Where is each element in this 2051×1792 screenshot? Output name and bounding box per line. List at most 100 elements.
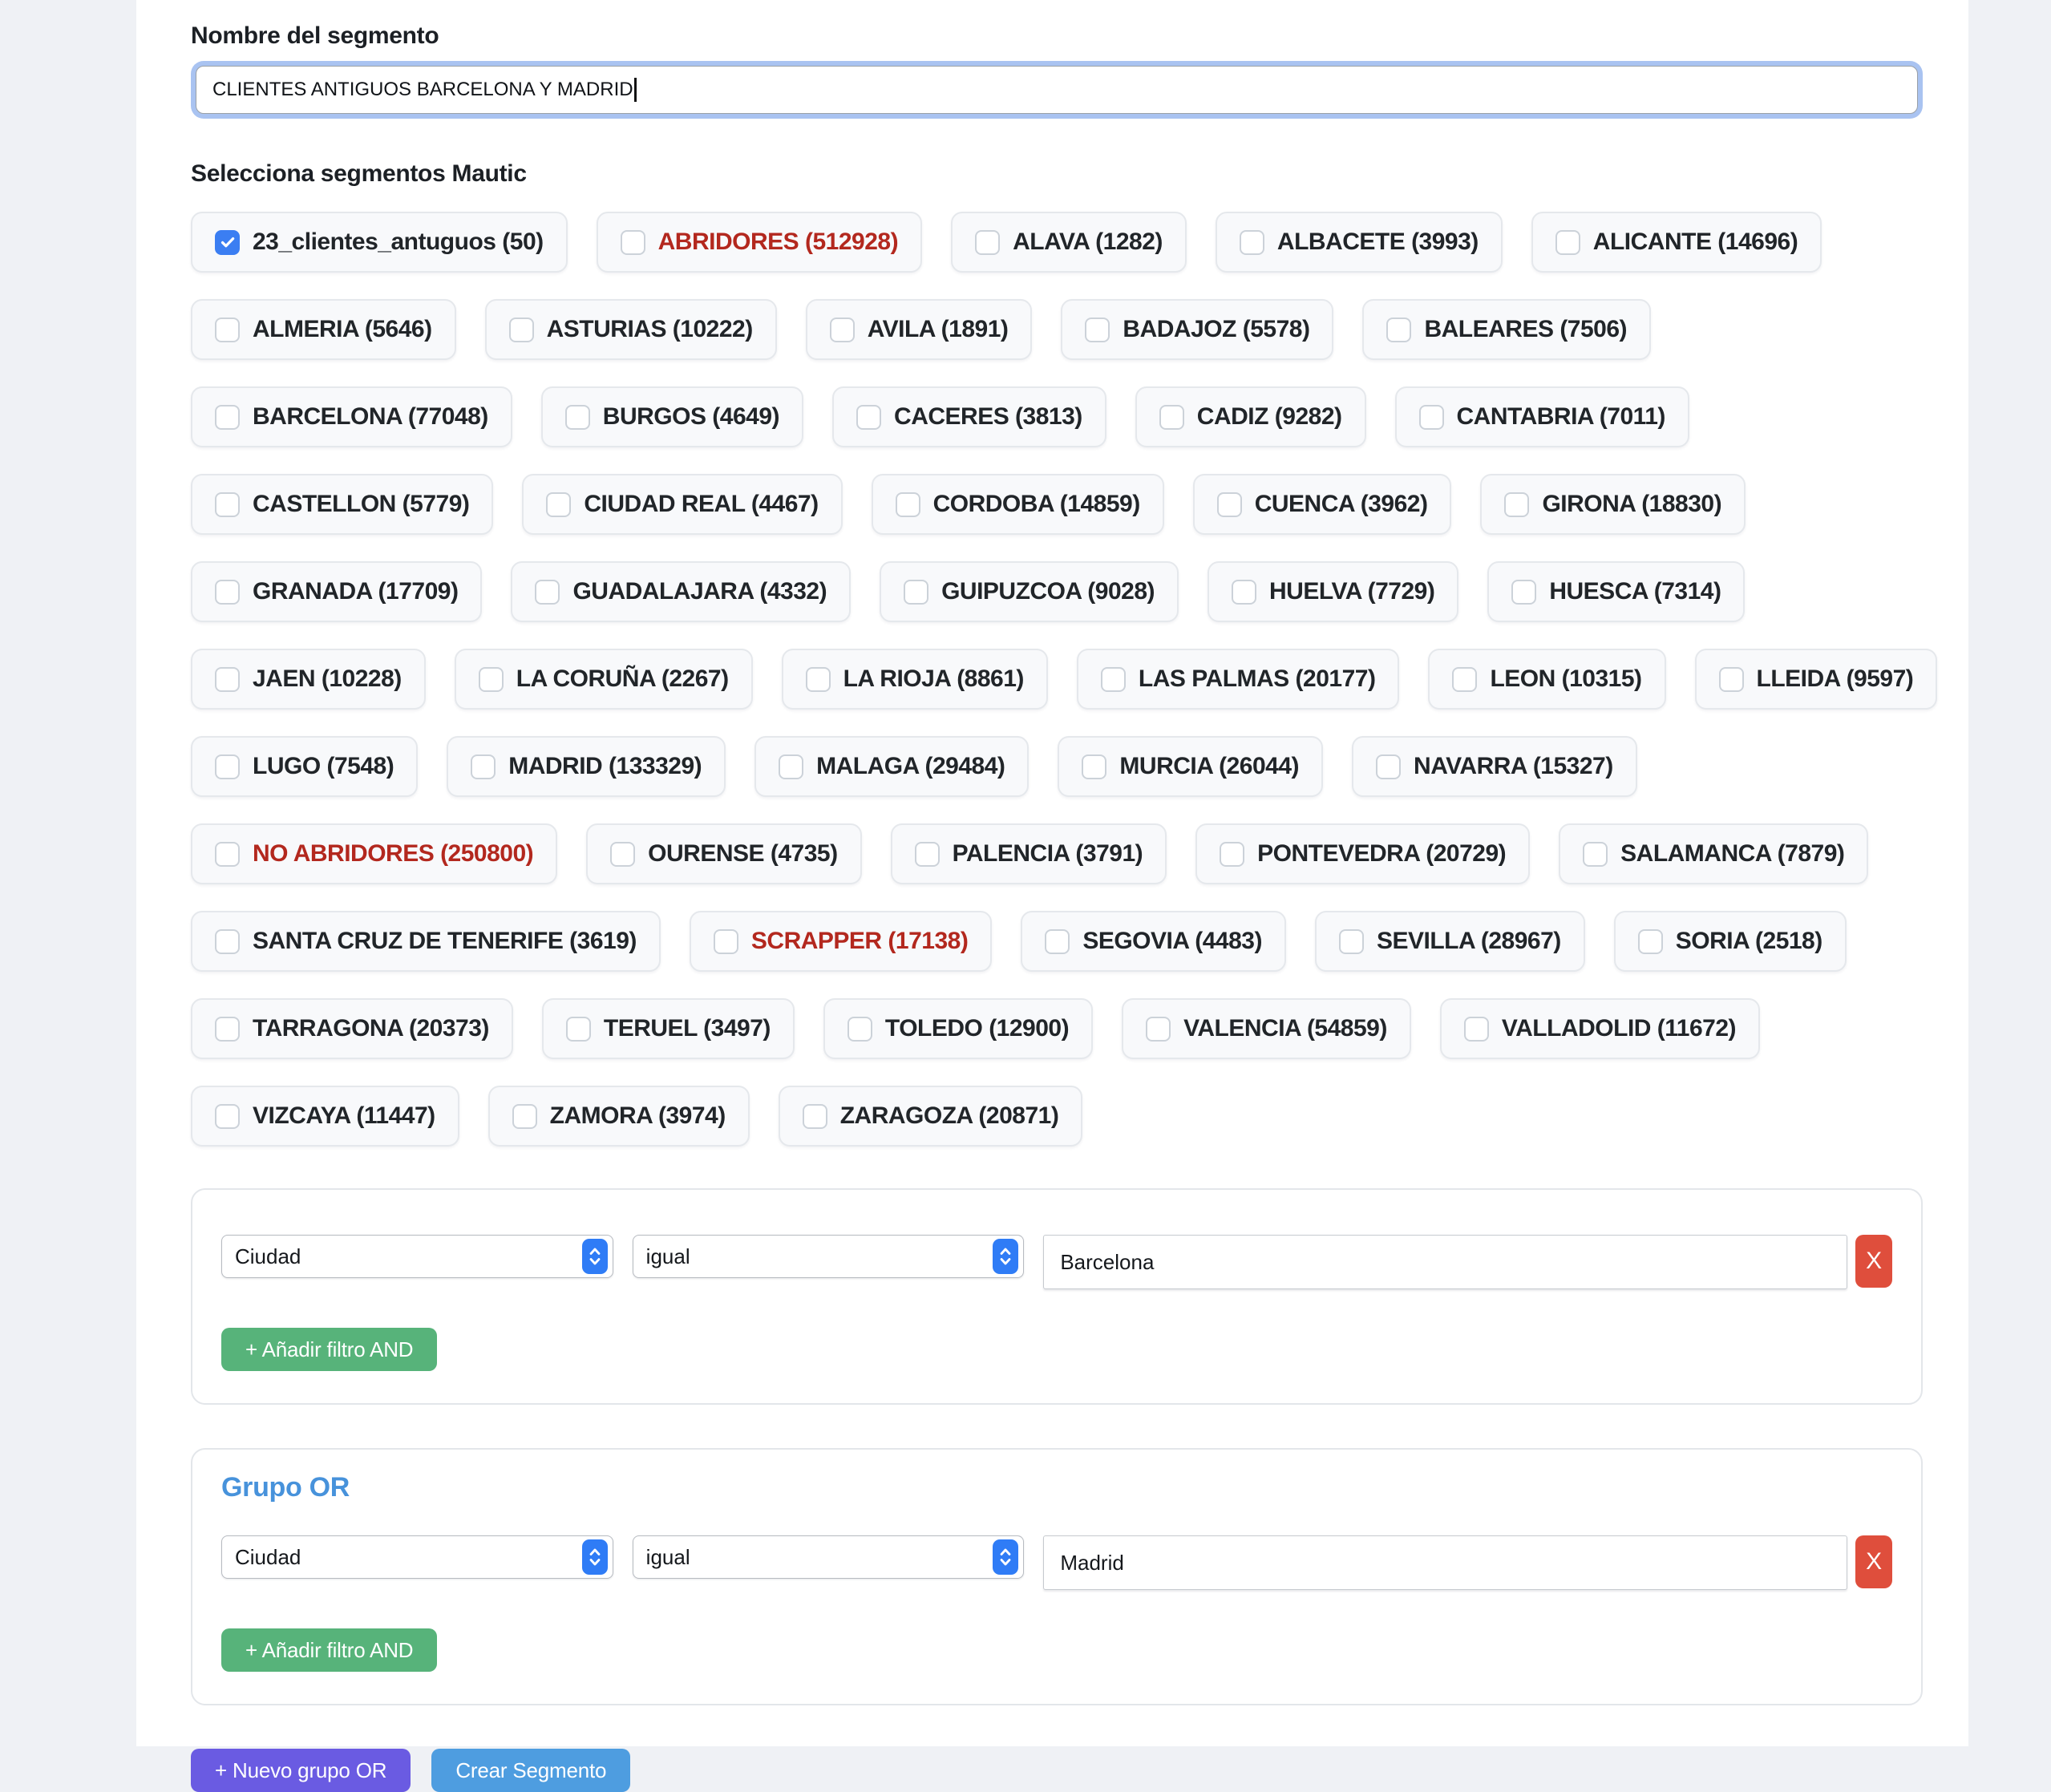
remove-filter-button[interactable]: X (1855, 1535, 1892, 1588)
add-and-filter-button[interactable]: + Añadir filtro AND (221, 1328, 438, 1371)
segment-option[interactable]: LA RIOJA (8861) (781, 649, 1048, 710)
segment-option[interactable]: VALLADOLID (11672) (1439, 998, 1761, 1059)
segment-option[interactable]: TERUEL (3497) (541, 998, 795, 1059)
segment-option[interactable]: SEVILLA (28967) (1314, 911, 1585, 972)
segment-checkbox[interactable] (1583, 841, 1608, 867)
segment-option[interactable]: CIUDAD REAL (4467) (522, 474, 843, 535)
segment-option[interactable]: MALAGA (29484) (754, 736, 1030, 797)
segment-option[interactable]: LEON (10315) (1428, 649, 1666, 710)
segment-checkbox[interactable] (215, 404, 240, 430)
segment-checkbox[interactable] (1220, 841, 1245, 867)
segment-option[interactable]: ZARAGOZA (20871) (778, 1086, 1083, 1147)
segment-option[interactable]: SEGOVIA (4483) (1021, 911, 1286, 972)
segment-option[interactable]: MURCIA (26044) (1058, 736, 1324, 797)
segment-option[interactable]: GUADALAJARA (4332) (511, 561, 852, 622)
filter-value-input[interactable] (1043, 1535, 1848, 1590)
segment-option[interactable]: VALENCIA (54859) (1122, 998, 1411, 1059)
segment-checkbox[interactable] (1511, 579, 1537, 605)
segment-checkbox[interactable] (215, 1016, 240, 1042)
segment-checkbox[interactable] (215, 1103, 240, 1129)
segment-option[interactable]: ZAMORA (3974) (487, 1086, 750, 1147)
segment-checkbox[interactable] (535, 579, 560, 605)
segment-checkbox[interactable] (565, 1016, 591, 1042)
segment-checkbox[interactable] (1082, 754, 1107, 779)
segment-checkbox[interactable] (215, 229, 240, 255)
segment-option[interactable]: BURGOS (4649) (540, 386, 804, 447)
segment-checkbox[interactable] (1463, 1016, 1489, 1042)
segment-option[interactable]: SORIA (2518) (1613, 911, 1847, 972)
segment-option[interactable]: LUGO (7548) (191, 736, 419, 797)
segment-option[interactable]: PONTEVEDRA (20729) (1195, 823, 1531, 884)
segment-checkbox[interactable] (610, 841, 636, 867)
segment-checkbox[interactable] (713, 928, 738, 954)
segment-checkbox[interactable] (1216, 491, 1242, 517)
segment-option[interactable]: HUESCA (7314) (1487, 561, 1746, 622)
segment-option[interactable]: ABRIDORES (512928) (596, 212, 923, 273)
segment-option[interactable]: ALBACETE (3993) (1215, 212, 1503, 273)
segment-checkbox[interactable] (1376, 754, 1402, 779)
segment-option[interactable]: NO ABRIDORES (250800) (191, 823, 558, 884)
segment-name-input[interactable]: CLIENTES ANTIGUOS BARCELONA Y MADRID (191, 61, 1923, 119)
segment-option[interactable]: PALENCIA (3791) (890, 823, 1167, 884)
create-segment-button[interactable]: Crear Segmento (431, 1749, 631, 1792)
segment-option[interactable]: TARRAGONA (20373) (191, 998, 513, 1059)
segment-checkbox[interactable] (1504, 491, 1530, 517)
filter-operator-select[interactable]: igual (632, 1235, 1025, 1278)
segment-option[interactable]: BADAJOZ (5578) (1061, 299, 1334, 360)
segment-checkbox[interactable] (1718, 666, 1744, 692)
segment-checkbox[interactable] (620, 229, 645, 255)
filter-field-select[interactable]: Ciudad (221, 1235, 613, 1278)
segment-option[interactable]: VIZCAYA (11447) (191, 1086, 459, 1147)
segment-option[interactable]: CUENCA (3962) (1192, 474, 1452, 535)
segment-checkbox[interactable] (512, 1103, 537, 1129)
segment-option[interactable]: ALMERIA (5646) (191, 299, 456, 360)
segment-checkbox[interactable] (1085, 317, 1110, 342)
segment-option[interactable]: LA CORUÑA (2267) (454, 649, 753, 710)
segment-checkbox[interactable] (471, 754, 496, 779)
segment-checkbox[interactable] (1386, 317, 1412, 342)
segment-checkbox[interactable] (904, 579, 929, 605)
segment-option[interactable]: BALEARES (7506) (1362, 299, 1652, 360)
segment-option[interactable]: AVILA (1891) (805, 299, 1033, 360)
segment-option[interactable]: TOLEDO (12900) (823, 998, 1094, 1059)
segment-checkbox[interactable] (215, 928, 240, 954)
segment-checkbox[interactable] (1338, 928, 1364, 954)
segment-checkbox[interactable] (1239, 229, 1264, 255)
segment-checkbox[interactable] (1452, 666, 1478, 692)
new-or-group-button[interactable]: + Nuevo grupo OR (191, 1749, 411, 1792)
segment-option[interactable]: GRANADA (17709) (191, 561, 483, 622)
segment-checkbox[interactable] (215, 754, 240, 779)
segment-option[interactable]: SANTA CRUZ DE TENERIFE (3619) (191, 911, 661, 972)
segment-option[interactable]: GIRONA (18830) (1480, 474, 1746, 535)
segment-checkbox[interactable] (478, 666, 504, 692)
segment-checkbox[interactable] (847, 1016, 872, 1042)
segment-checkbox[interactable] (215, 317, 240, 342)
segment-checkbox[interactable] (805, 666, 831, 692)
segment-checkbox[interactable] (215, 841, 240, 867)
segment-checkbox[interactable] (215, 491, 240, 517)
segment-checkbox[interactable] (975, 229, 1001, 255)
segment-checkbox[interactable] (914, 841, 940, 867)
segment-checkbox[interactable] (215, 666, 240, 692)
filter-field-select[interactable]: Ciudad (221, 1535, 613, 1579)
segment-option[interactable]: NAVARRA (15327) (1352, 736, 1637, 797)
segment-option[interactable]: CACERES (3813) (832, 386, 1106, 447)
filter-value-input[interactable] (1043, 1235, 1848, 1289)
segment-option[interactable]: ALICANTE (14696) (1531, 212, 1822, 273)
segment-checkbox[interactable] (1232, 579, 1257, 605)
filter-operator-select[interactable]: igual (632, 1535, 1025, 1579)
segment-checkbox[interactable] (1100, 666, 1126, 692)
segment-option[interactable]: 23_clientes_antuguos (50) (191, 212, 568, 273)
segment-checkbox[interactable] (829, 317, 855, 342)
segment-checkbox[interactable] (1159, 404, 1184, 430)
segment-option[interactable]: HUELVA (7729) (1208, 561, 1459, 622)
segment-option[interactable]: CORDOBA (14859) (871, 474, 1164, 535)
segment-checkbox[interactable] (215, 579, 240, 605)
segment-checkbox[interactable] (1045, 928, 1070, 954)
segment-checkbox[interactable] (856, 404, 882, 430)
segment-checkbox[interactable] (508, 317, 534, 342)
segment-checkbox[interactable] (802, 1103, 827, 1129)
segment-option[interactable]: CADIZ (9282) (1135, 386, 1366, 447)
segment-option[interactable]: CANTABRIA (7011) (1394, 386, 1689, 447)
segment-checkbox[interactable] (1637, 928, 1663, 954)
